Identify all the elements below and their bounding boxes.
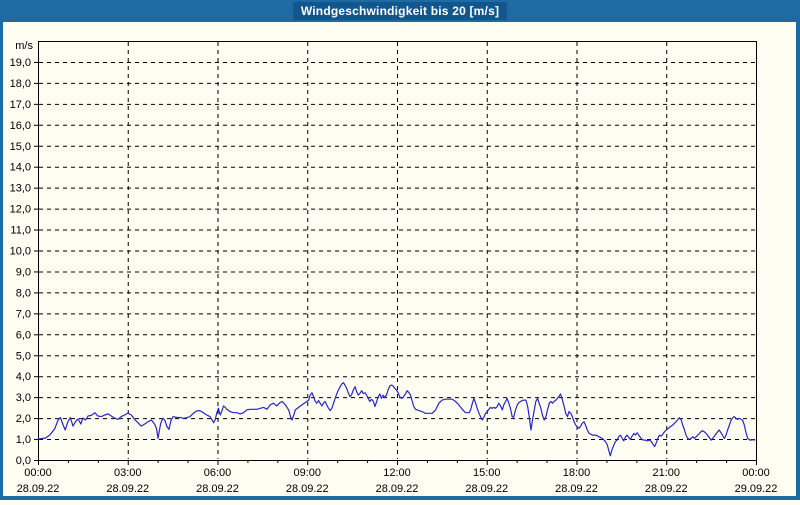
window-border-bottom xyxy=(0,496,800,500)
svg-text:6,0: 6,0 xyxy=(16,329,31,341)
gridlines xyxy=(39,42,755,459)
svg-text:28.09.22: 28.09.22 xyxy=(106,483,149,495)
svg-text:8,0: 8,0 xyxy=(16,287,31,299)
svg-text:29.09.22: 29.09.22 xyxy=(735,483,778,495)
svg-text:28.09.22: 28.09.22 xyxy=(555,483,598,495)
svg-text:15:00: 15:00 xyxy=(473,467,501,479)
svg-text:0,0: 0,0 xyxy=(16,455,31,467)
title-bar: Windgeschwindigkeit bis 20 [m/s] xyxy=(0,0,800,22)
svg-text:10,0: 10,0 xyxy=(10,246,31,258)
y-axis-labels: 0,0 1,0 2,0 3,0 4,0 5,0 6,0 7,0 8,0 9,0 10,0 11,0 12… xyxy=(10,57,31,467)
svg-text:5,0: 5,0 xyxy=(16,350,31,362)
y-axis-unit-label: m/s xyxy=(15,40,33,52)
svg-text:9,0: 9,0 xyxy=(16,266,31,278)
x-axis-labels: 00:00 28.09.22 03:00 28.09.22 06:00 28.09.22 0… xyxy=(17,467,778,495)
svg-text:28.09.22: 28.09.22 xyxy=(196,483,239,495)
svg-text:4,0: 4,0 xyxy=(16,371,31,383)
svg-text:00:00: 00:00 xyxy=(742,467,770,479)
svg-text:11,0: 11,0 xyxy=(10,225,31,237)
svg-text:03:00: 03:00 xyxy=(114,467,142,479)
svg-text:28.09.22: 28.09.22 xyxy=(286,483,329,495)
svg-text:12,0: 12,0 xyxy=(10,204,31,216)
svg-text:7,0: 7,0 xyxy=(16,308,31,320)
svg-text:12:00: 12:00 xyxy=(383,467,411,479)
svg-text:28.09.22: 28.09.22 xyxy=(645,483,688,495)
svg-text:17,0: 17,0 xyxy=(10,99,31,111)
axis-ticks xyxy=(34,61,757,465)
svg-text:28.09.22: 28.09.22 xyxy=(465,483,508,495)
window-border-left xyxy=(0,22,3,500)
window-border-right xyxy=(796,22,800,500)
chart-title: Windgeschwindigkeit bis 20 [m/s] xyxy=(292,2,508,20)
svg-text:18,0: 18,0 xyxy=(10,78,31,90)
svg-text:18:00: 18:00 xyxy=(563,467,591,479)
svg-text:19,0: 19,0 xyxy=(10,57,31,69)
svg-text:06:00: 06:00 xyxy=(204,467,232,479)
svg-text:21:00: 21:00 xyxy=(652,467,680,479)
svg-text:13,0: 13,0 xyxy=(10,183,31,195)
svg-text:00:00: 00:00 xyxy=(24,467,52,479)
svg-text:15,0: 15,0 xyxy=(10,141,31,153)
svg-text:28.09.22: 28.09.22 xyxy=(376,483,419,495)
svg-text:3,0: 3,0 xyxy=(16,392,31,404)
svg-text:16,0: 16,0 xyxy=(10,120,31,132)
svg-text:09:00: 09:00 xyxy=(293,467,321,479)
svg-text:28.09.22: 28.09.22 xyxy=(17,483,60,495)
series-line-windgeschwindigkeit xyxy=(37,382,756,457)
svg-text:14,0: 14,0 xyxy=(10,162,31,174)
svg-text:1,0: 1,0 xyxy=(16,434,31,446)
svg-text:2,0: 2,0 xyxy=(16,413,31,425)
